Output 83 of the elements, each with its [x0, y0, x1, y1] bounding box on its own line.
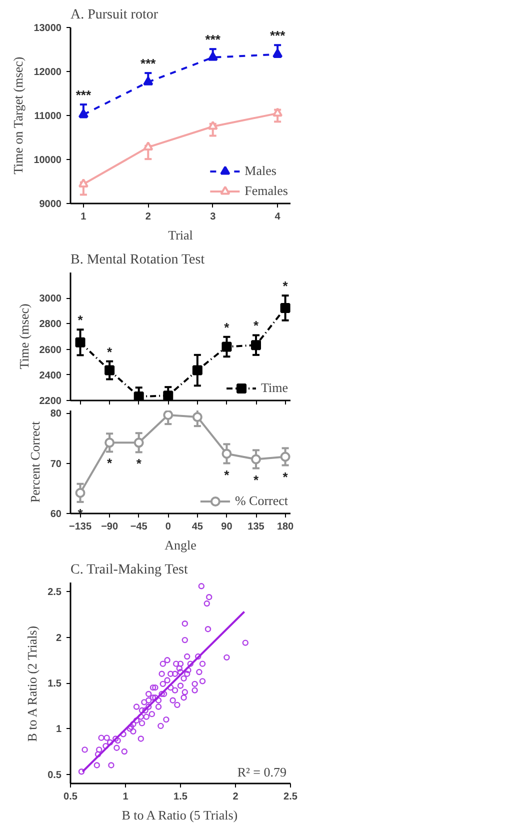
- x-tick-label: 135: [248, 522, 265, 532]
- point: [208, 52, 218, 61]
- point: [251, 340, 262, 350]
- legend-label: Females: [244, 183, 288, 199]
- y-tick-label: 2400: [39, 370, 62, 382]
- y-tick-label: 2: [56, 632, 62, 644]
- point: [280, 452, 290, 462]
- point: [192, 365, 202, 376]
- point: [222, 448, 232, 459]
- x-tick-label: 0: [165, 522, 172, 532]
- legend-label: Time: [261, 380, 288, 396]
- point: [280, 302, 290, 313]
- annotation: *: [282, 278, 289, 294]
- x-tick-label: 1.5: [174, 792, 188, 802]
- annotation: *: [136, 456, 142, 472]
- point: [104, 438, 115, 448]
- legend-label: Males: [244, 163, 276, 179]
- y-tick-label: 2600: [39, 344, 62, 356]
- y-tick-label: 11000: [34, 111, 62, 122]
- x-tick-label: 1: [122, 792, 129, 802]
- y-tick-label: 70: [50, 458, 62, 470]
- x-axis-title: B to A Ratio (5 Trials): [122, 808, 238, 822]
- point: [163, 410, 174, 420]
- point: [75, 488, 86, 498]
- y-tick-label: 13000: [34, 23, 62, 34]
- y-axis-title: B to A Ratio (2 Trials): [24, 626, 40, 742]
- x-axis-title: Angle: [164, 538, 197, 552]
- y-tick-label: 9000: [39, 199, 62, 210]
- y-tick-label: 60: [50, 509, 62, 520]
- y-tick-label: 10000: [34, 155, 62, 166]
- chart-title: B. Mental Rotation Test: [70, 252, 205, 268]
- x-tick-label: 90: [221, 522, 233, 532]
- chart-title: C. Trail-Making Test: [70, 562, 188, 578]
- annotation: ***: [205, 32, 222, 48]
- annotation: *: [224, 467, 230, 482]
- point: [75, 337, 86, 348]
- y-tick-label: 0.5: [48, 770, 62, 781]
- y-axis-title: Percent Correct: [27, 421, 42, 503]
- chart-title: A. Pursuit rotor: [70, 8, 158, 22]
- point: [251, 454, 262, 464]
- x-tick-label: 45: [192, 522, 204, 532]
- y-tick-label: 2.5: [48, 587, 62, 598]
- point: [143, 76, 154, 86]
- annotation: *: [107, 344, 114, 360]
- y-tick-label: 80: [50, 408, 62, 420]
- x-tick-label: −135: [69, 522, 92, 532]
- annotation: *: [224, 320, 230, 335]
- x-tick-label: 3: [210, 212, 216, 222]
- y-axis-title: Time (msec): [16, 304, 32, 370]
- y-tick-label: 2200: [39, 396, 62, 407]
- x-tick-label: 2: [232, 792, 239, 802]
- annotation: *: [282, 469, 289, 484]
- point: [104, 365, 115, 376]
- point: [222, 342, 232, 352]
- annotation: *: [107, 456, 114, 471]
- x-tick-label: 2: [145, 212, 152, 222]
- y-tick-label: 2800: [39, 319, 62, 330]
- y-tick-label: 1.5: [48, 678, 62, 690]
- y-tick-label: 3000: [39, 294, 62, 305]
- x-tick-label: 2.5: [284, 792, 298, 802]
- x-tick-label: 1: [80, 212, 87, 222]
- point: [134, 438, 144, 448]
- annotation: R² = 0.79: [237, 764, 287, 780]
- x-tick-label: 4: [274, 212, 281, 222]
- y-tick-label: 12000: [34, 67, 62, 78]
- annotation: *: [78, 312, 84, 328]
- annotation: *: [253, 472, 260, 488]
- x-axis-title: Trial: [168, 228, 194, 242]
- y-tick-label: 1: [56, 724, 62, 736]
- point: [163, 390, 174, 400]
- annotation: *: [253, 318, 260, 334]
- point: [192, 412, 202, 422]
- x-tick-label: −90: [101, 522, 118, 532]
- annotation: ***: [270, 28, 286, 44]
- x-tick-label: 0.5: [64, 792, 78, 802]
- point: [134, 392, 144, 400]
- annotation: ***: [76, 88, 92, 102]
- x-tick-label: −45: [130, 522, 148, 532]
- annotation: ***: [140, 56, 157, 72]
- y-axis-title: Time on Target (msec): [10, 56, 26, 174]
- legend-label: % Correct: [234, 493, 288, 509]
- x-tick-label: 180: [276, 522, 294, 532]
- point: [272, 48, 283, 58]
